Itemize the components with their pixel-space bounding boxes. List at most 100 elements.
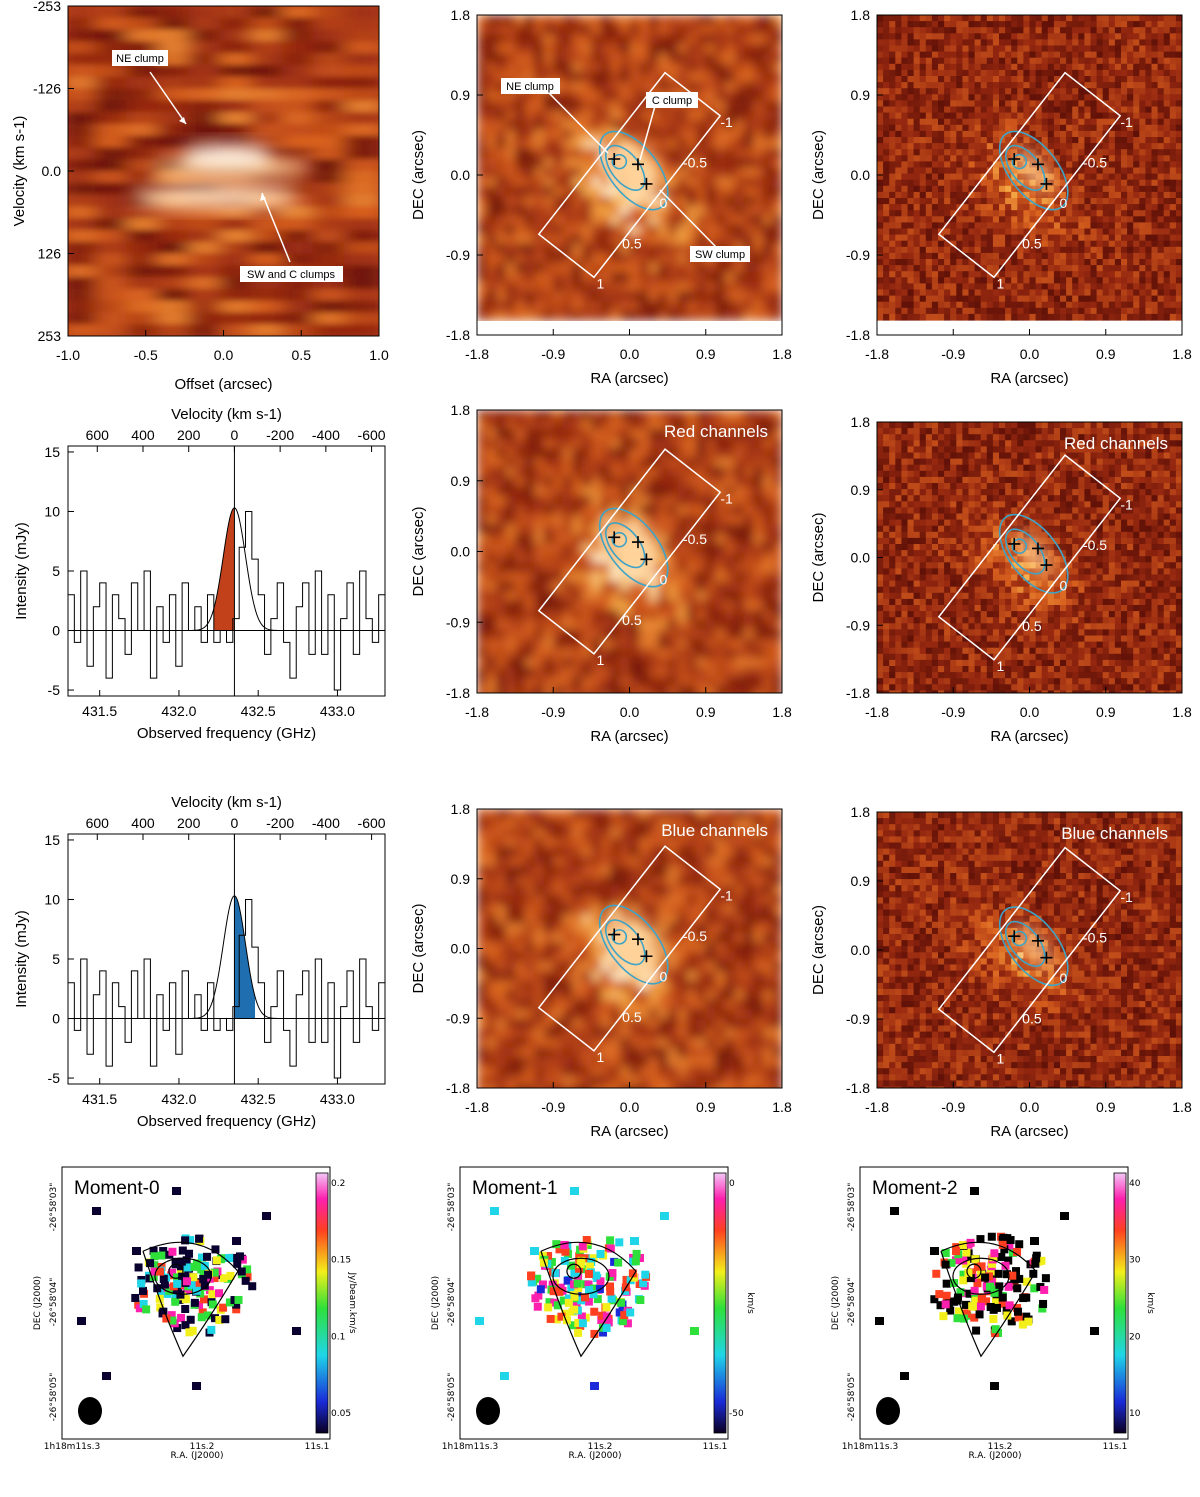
sky-map-2-pixel <box>1096 271 1104 278</box>
sky-map-2-pixel <box>1090 39 1098 47</box>
sky-map-2-pixel <box>1102 259 1110 266</box>
sky-map-2-pixel <box>1011 94 1018 101</box>
sky-map-2-pixel <box>1011 210 1018 217</box>
sky-map-2-pixel <box>1047 167 1055 175</box>
sky-map-3-pixel <box>600 619 612 630</box>
sky-map-2-pixel <box>950 155 957 162</box>
sky-map-2-pixel <box>1151 301 1159 309</box>
sky-map-2-pixel <box>1023 246 1031 254</box>
sky-map-2-pixel <box>992 15 1000 22</box>
sky-map-2-pixel <box>1169 173 1177 181</box>
sky-map-2-pixel <box>1145 240 1153 248</box>
sky-map-2-pixel <box>1151 130 1159 138</box>
sky-map-2-pixel <box>1157 124 1165 132</box>
sky-map-2-pixel <box>1072 39 1079 47</box>
sky-map-2-pixel <box>1157 161 1165 169</box>
sky-map-2-pixel <box>895 204 902 211</box>
sky-map-2-pixel <box>901 100 909 108</box>
sky-map-2-pixel <box>1163 289 1171 297</box>
sky-map-1-pixel <box>610 119 621 130</box>
sky-map-2-pixel <box>895 21 902 28</box>
sky-map-3-pixel <box>610 476 621 487</box>
pv-cell <box>281 112 321 125</box>
sky-map-2-pixel <box>1023 259 1031 266</box>
sky-map-2-pixel <box>1078 45 1085 53</box>
sky-map-2-pixel <box>968 228 976 236</box>
sky-map-1-pixel <box>772 100 782 111</box>
sky-map-2-pixel <box>968 210 976 217</box>
sky-map-2-pixel <box>962 63 970 71</box>
sky-map-2-pixel <box>913 106 921 114</box>
sky-map-2-pixel <box>999 88 1006 95</box>
sky-map-2-pixel <box>1011 252 1018 260</box>
pv-cell <box>281 53 321 66</box>
sky-map-1-pixel <box>724 205 735 216</box>
sky-map-2-pixel <box>1090 82 1098 89</box>
sky-map-1-pixel <box>534 24 545 35</box>
pv-cell <box>126 288 166 302</box>
sky-map-3-pixel <box>686 448 697 459</box>
sky-map-2-pixel <box>944 155 951 162</box>
sky-map-2-pixel <box>1047 283 1055 291</box>
sky-map-2-pixel <box>883 124 890 132</box>
sky-map-2-pixel <box>1017 283 1024 291</box>
sky-map-3-pixel <box>753 467 764 478</box>
sky-map-2-pixel <box>901 313 909 321</box>
sky-map-2-pixel <box>1041 301 1049 309</box>
sky-map-1-pixel <box>686 157 697 169</box>
sky-map-2-pixel <box>1053 289 1061 297</box>
sky-map-2-pixel <box>1169 57 1177 65</box>
sky-map-1-pixel <box>715 62 726 73</box>
sky-map-2-pixel <box>925 167 933 175</box>
pv-cell <box>95 6 135 19</box>
sky-map-2-pixel <box>1151 45 1159 53</box>
sky-map-2-pixel <box>980 88 988 95</box>
sky-map-2-pixel <box>901 179 909 187</box>
sky-map-1-pixel <box>696 224 707 235</box>
sky-map-2-pixel <box>1151 252 1159 260</box>
sky-map-1-pixel <box>515 300 526 312</box>
sky-map-2-pixel <box>1072 252 1079 260</box>
sky-map-1-slit-tick: 0 <box>660 195 668 211</box>
sky-map-1-pixel <box>658 72 669 83</box>
sky-map-2-pixel <box>950 45 957 53</box>
pv-cell <box>157 277 197 290</box>
sky-map-2-pixel <box>1041 204 1049 211</box>
sky-map-2-pixel <box>1114 118 1122 126</box>
sky-map-2-pixel <box>1157 88 1165 95</box>
pv-cell <box>219 100 259 114</box>
sky-map-2-pixel <box>1053 210 1061 217</box>
sky-map-3-pixel <box>619 638 631 649</box>
sky-map-3-pixel <box>496 562 507 573</box>
sky-map-2-pixel <box>1005 277 1012 284</box>
sky-map-2-pixel <box>968 137 976 144</box>
sky-map-1-pixel <box>734 81 745 92</box>
sky-map-2-pixel <box>1114 82 1122 89</box>
sky-map-2-pixel <box>1139 259 1146 266</box>
sky-map-2-pixel <box>1017 124 1024 132</box>
sky-map-1-pixel <box>581 15 592 26</box>
sky-map-2-pixel <box>919 155 927 162</box>
sky-map-2-pixel <box>895 161 902 169</box>
sky-map-3-pixel <box>677 629 688 640</box>
sky-map-1-pixel <box>553 234 564 245</box>
sky-map-1-pixel <box>639 205 650 216</box>
sky-map-1-pixel <box>677 215 688 226</box>
sky-map-2-pixel <box>1127 155 1134 162</box>
sky-map-3-pixel <box>553 514 564 525</box>
sky-map-2-pixel <box>1041 63 1049 71</box>
sky-map-2-pixel <box>1127 27 1134 34</box>
sky-map-1-slit-tick: -1 <box>720 114 733 130</box>
sky-map-2-pixel <box>992 63 1000 71</box>
sky-map-3-pixel <box>677 619 688 630</box>
sky-map-2-pixel <box>1005 57 1012 65</box>
sky-map-2-pixel <box>877 252 884 260</box>
sky-map-1-pixel <box>477 34 488 45</box>
sky-map-3-pixel <box>496 686 507 693</box>
sky-map-2-pixel <box>1084 88 1092 95</box>
sky-map-2-pixel <box>1127 118 1134 126</box>
sky-map-2-pixel <box>1096 252 1104 260</box>
sky-map-2-pixel <box>986 295 994 303</box>
sky-map-2-pixel <box>907 106 915 114</box>
sky-map-2-pixel <box>925 82 933 89</box>
